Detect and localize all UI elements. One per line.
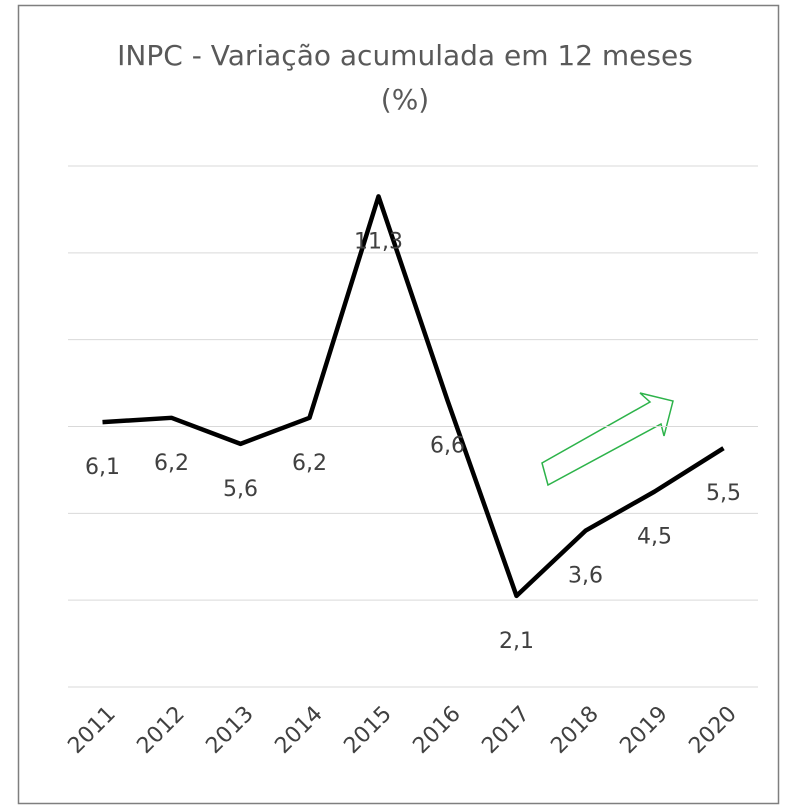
data-label: 6,6	[430, 433, 465, 458]
data-line	[102, 194, 725, 599]
data-label: 5,5	[706, 481, 741, 506]
trend-arrow	[541, 392, 674, 487]
x-tick-label: 2012	[132, 702, 189, 759]
data-label: 2,1	[499, 629, 534, 654]
x-tick-label: 2019	[615, 702, 672, 759]
x-tick-label: 2015	[339, 702, 396, 759]
data-label: 3,6	[568, 564, 603, 589]
x-tick-label: 2013	[201, 702, 258, 759]
data-label: 6,2	[154, 451, 189, 476]
x-tick-label: 2014	[270, 702, 327, 759]
x-tick-label: 2017	[477, 702, 534, 759]
data-label: 11,3	[354, 229, 403, 254]
data-label: 6,2	[292, 451, 327, 476]
chart-title: INPC - Variação acumulada em 12 meses (%…	[117, 39, 693, 116]
data-label: 6,1	[85, 455, 120, 480]
x-tick-label: 2011	[63, 702, 120, 759]
x-tick-label: 2018	[546, 702, 603, 759]
x-tick-label: 2016	[408, 702, 465, 759]
data-label: 4,5	[637, 525, 672, 550]
x-tick-label: 2020	[684, 702, 741, 759]
chart-border	[17, 4, 780, 805]
data-label: 5,6	[223, 477, 258, 502]
